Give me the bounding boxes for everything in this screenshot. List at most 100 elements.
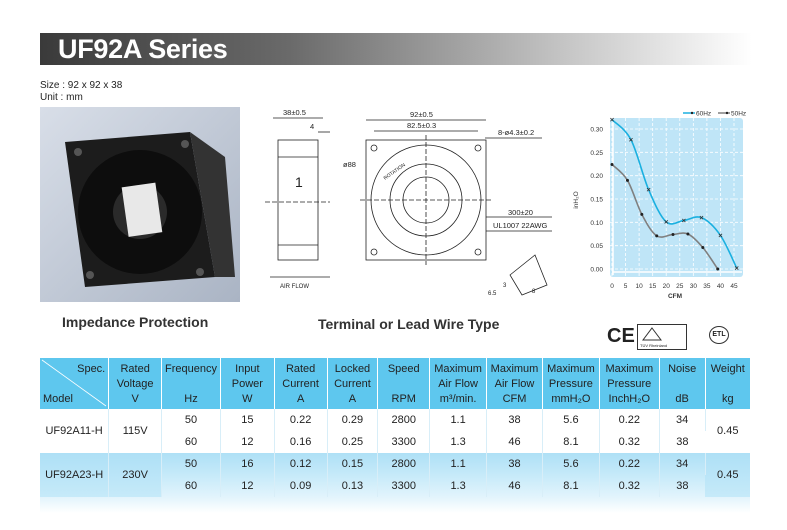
- header-line: W: [242, 393, 253, 405]
- table-row: 60 12 0.16 0.25 3300 1.3 46 8.1 0.32 38: [40, 431, 750, 453]
- legend-label: 60Hz: [696, 111, 711, 118]
- header-line: Maximum: [547, 363, 595, 375]
- voltage-cell: 230V: [108, 453, 163, 497]
- data-point: [625, 178, 629, 182]
- y-tick-label: 0.15: [590, 197, 603, 204]
- data-point: [718, 233, 723, 238]
- page-title: UF92A Series: [58, 34, 228, 64]
- value-cell: 38: [659, 475, 706, 497]
- header-col: Maximum Pressure InchH₂O: [599, 358, 660, 409]
- tuv-mark: TÜV Rheinland: [637, 324, 687, 350]
- value-cell: 0.22: [599, 453, 660, 475]
- voltage-cell: 115V: [108, 409, 163, 453]
- header-col: Frequency Hz: [161, 358, 221, 409]
- header-line: Speed: [387, 363, 420, 375]
- y-tick-label: 0.30: [590, 127, 603, 134]
- spec-table: Spec. Model Rated Voltage V Frequency Hz Inpu…: [40, 358, 750, 513]
- header-col: Noise dB: [659, 358, 706, 409]
- weight-cell: 0.45: [705, 453, 750, 497]
- header-col: Maximum Pressure mmH₂O: [542, 358, 600, 409]
- header-line: Maximum: [605, 363, 654, 375]
- header-col: Locked Current A: [327, 358, 379, 409]
- header-line: Rated: [285, 363, 316, 375]
- value-cell: 5.6: [542, 409, 600, 431]
- header-line: Rated: [120, 363, 150, 375]
- header-line: [163, 377, 219, 392]
- term-dim-3: 8: [532, 289, 536, 295]
- data-point: [664, 219, 669, 224]
- x-tick-label: 10: [635, 283, 643, 290]
- weight-cell: 0.45: [705, 409, 750, 453]
- data-point: [681, 218, 686, 223]
- header-line: RPM: [391, 393, 416, 405]
- header-line: Noise: [668, 363, 697, 375]
- data-point: [671, 232, 675, 236]
- model-cell: UF92A11-H: [40, 409, 110, 453]
- value-cell: 0.32: [599, 431, 660, 453]
- fan-image: [65, 132, 235, 287]
- header-col: Rated Voltage V: [108, 358, 163, 409]
- value-cell: 0.15: [327, 453, 379, 475]
- header-line: mmH₂O: [551, 393, 591, 405]
- header-line: Power: [231, 378, 263, 390]
- certifications: CE TÜV Rheinland ETL: [607, 322, 762, 352]
- value-cell: 38: [659, 431, 706, 453]
- diameter-dim: ø88: [343, 160, 356, 169]
- x-tick-label: 20: [663, 283, 671, 290]
- data-point: [655, 234, 659, 238]
- header-line: [661, 377, 704, 392]
- data-point: [686, 232, 690, 236]
- value-cell: 16: [220, 453, 275, 475]
- header-line: CFM: [502, 393, 527, 405]
- x-tick-label: 5: [624, 283, 628, 290]
- value-cell: 3300: [377, 475, 431, 497]
- value-cell: 3300: [377, 431, 431, 453]
- model-cell: UF92A23-H: [40, 453, 110, 497]
- data-point: [701, 246, 705, 250]
- value-cell: 5.6: [542, 453, 600, 475]
- header-line: Pressure: [607, 378, 652, 390]
- header-line: A: [348, 393, 357, 405]
- header-line: Maximum: [434, 363, 482, 375]
- ce-mark: CE: [607, 325, 635, 347]
- header-line: Current: [282, 378, 319, 390]
- header-line: InchH₂O: [608, 393, 651, 405]
- header-col: Maximum Air Flow CFM: [486, 358, 543, 409]
- header-line: V: [131, 393, 139, 405]
- x-tick-label: 30: [690, 283, 698, 290]
- y-tick-label: 0.25: [590, 150, 603, 157]
- holes-dim: 8-ø4.3±0.2: [498, 128, 534, 137]
- header-line: Air Flow: [438, 378, 478, 390]
- value-cell: 0.32: [599, 475, 660, 497]
- value-cell: 1.1: [429, 409, 488, 431]
- x-axis-label: CFM: [668, 293, 682, 300]
- y-axis-label: inH₂O: [573, 191, 580, 208]
- data-point: [640, 212, 644, 216]
- unit-text: Unit : mm: [40, 92, 83, 103]
- table-row: UF92A11-H 115V 50 15 0.22 0.29 2800 1.1 38 5.6 0.2…: [40, 409, 750, 453]
- header-col: Speed RPM: [377, 358, 431, 409]
- lead-spec: UL1007 22AWG: [493, 221, 548, 230]
- value-cell: 2800: [377, 453, 431, 475]
- header-line: kg: [721, 393, 734, 405]
- value-cell: 8.1: [542, 475, 600, 497]
- drawing-caption: Terminal or Lead Wire Type: [318, 316, 500, 332]
- legend-marker: [725, 111, 729, 115]
- header-line: Input: [235, 363, 260, 375]
- x-tick-label: 25: [676, 283, 684, 290]
- data-point: [629, 137, 633, 142]
- header-line: Voltage: [116, 378, 154, 390]
- header-line: Weight: [710, 363, 745, 375]
- value-cell: 46: [486, 475, 543, 497]
- term-dim-1: 6.5: [488, 291, 497, 297]
- x-tick-label: 35: [703, 283, 711, 290]
- value-cell: 1.3: [429, 431, 488, 453]
- x-tick-label: 15: [649, 283, 657, 290]
- data-point: [610, 162, 614, 166]
- value-cell: 0.13: [327, 475, 379, 497]
- depth-dim: 38±0.5: [283, 108, 306, 117]
- etl-mark: ETL: [709, 326, 729, 344]
- y-tick-label: 0.00: [590, 267, 603, 274]
- x-tick-label: 45: [730, 283, 738, 290]
- header-line: Frequency: [165, 363, 218, 375]
